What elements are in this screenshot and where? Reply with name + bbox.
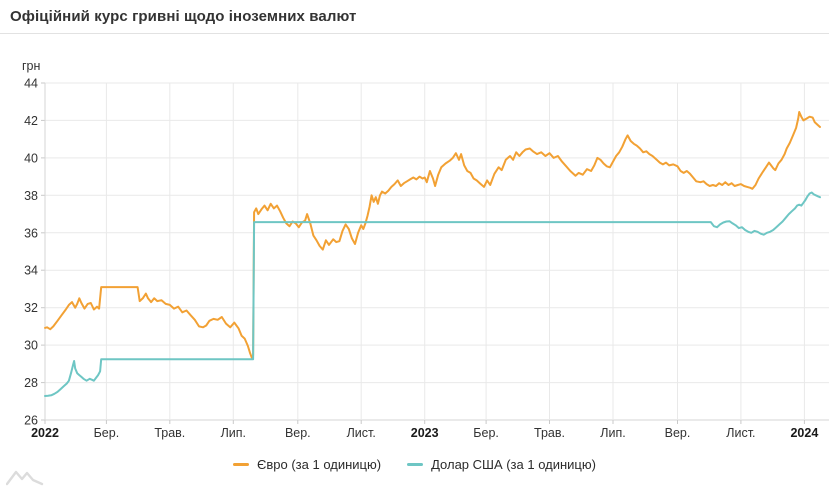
- y-axis-label: 42: [24, 114, 38, 128]
- x-axis-label: Трав.: [534, 426, 565, 440]
- y-axis-label: 34: [24, 264, 38, 278]
- legend-item-usd[interactable]: Долар США (за 1 одиницю): [407, 457, 596, 472]
- usd-series-line: [44, 191, 821, 397]
- amcharts-logo[interactable]: [6, 467, 44, 487]
- x-axis-label: Лип.: [221, 426, 246, 440]
- chart-legend: Євро (за 1 одиницю) Долар США (за 1 один…: [0, 457, 829, 472]
- x-axis-label: Лист.: [726, 426, 755, 440]
- x-axis-label: 2023: [411, 426, 439, 440]
- y-axis-label: 28: [24, 376, 38, 390]
- x-axis-label: Вер.: [665, 426, 691, 440]
- legend-item-eur[interactable]: Євро (за 1 одиницю): [233, 457, 381, 472]
- x-axis-label: Бер.: [94, 426, 120, 440]
- y-axis-label: 44: [24, 77, 38, 91]
- x-axis-label: Трав.: [154, 426, 185, 440]
- usd-line-swatch: [407, 463, 424, 466]
- x-axis-label: Бер.: [473, 426, 499, 440]
- title-divider: [0, 33, 829, 34]
- y-axis-label: 40: [24, 151, 38, 165]
- legend-label-eur: Євро (за 1 одиницю): [257, 457, 382, 472]
- y-axis-label: 30: [24, 339, 38, 353]
- legend-label-usd: Долар США (за 1 одиницю): [431, 457, 596, 472]
- x-axis-label: 2024: [790, 426, 818, 440]
- y-axis-label: 26: [24, 414, 38, 428]
- eur-series-line: [44, 111, 821, 360]
- eur-line-swatch: [233, 463, 250, 466]
- y-axis-unit-label: грн: [22, 59, 41, 73]
- x-axis-label: 2022: [31, 426, 59, 440]
- y-axis-label: 32: [24, 301, 38, 315]
- x-axis-label: Вер.: [285, 426, 311, 440]
- y-axis-label: 38: [24, 189, 38, 203]
- x-axis-label: Лист.: [347, 426, 376, 440]
- y-axis-label: 36: [24, 226, 38, 240]
- page-title: Офіційний курс гривні щодо іноземних вал…: [10, 8, 357, 25]
- x-axis-label: Лип.: [600, 426, 625, 440]
